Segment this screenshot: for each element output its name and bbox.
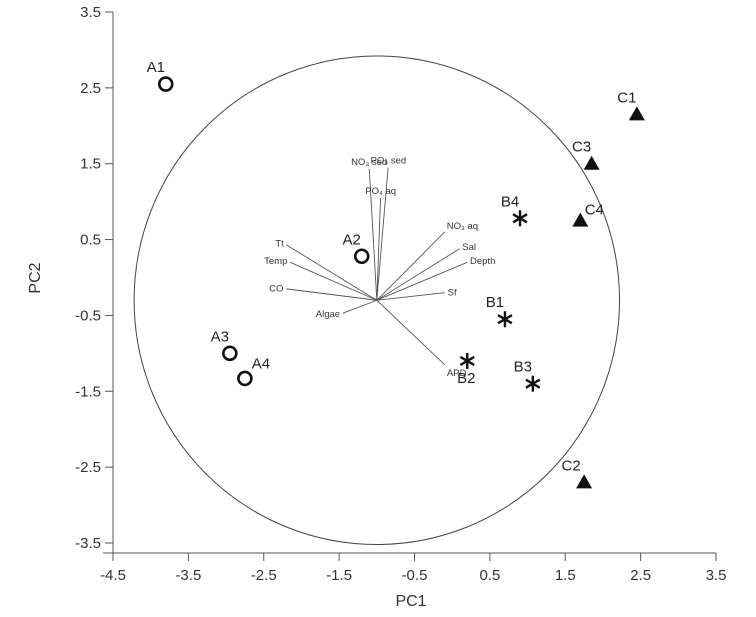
point-circle <box>157 76 174 92</box>
point-label: A1 <box>147 59 165 76</box>
vector-label: Tt <box>275 238 284 249</box>
asterisk-stroke <box>525 378 541 389</box>
vector-label: NO₃ aq <box>447 221 478 232</box>
loading-vector <box>376 292 445 301</box>
point-triangle <box>628 106 645 121</box>
y-tick-label: -1.5 <box>75 383 101 400</box>
point-triangle <box>583 155 600 170</box>
y-tick-label: 3.5 <box>80 4 101 21</box>
loading-vector <box>368 168 378 301</box>
point-label: B4 <box>501 193 519 210</box>
point-label: A4 <box>252 355 270 372</box>
point-circle <box>353 248 370 265</box>
point-label: A2 <box>343 231 361 248</box>
x-tick-label: 0.5 <box>479 567 500 584</box>
axes: 3.5 2.5 1.5 0.5 -0.5 -1.5 -2.5 -3.5 -4.5 -3.5 -2.5… <box>75 4 726 584</box>
x-tick-label: 1.5 <box>555 567 576 584</box>
point-asterisk <box>459 352 475 369</box>
vector-label: NO₃ sed <box>351 157 387 168</box>
point-label: B1 <box>486 294 504 311</box>
vector-label: APD <box>447 368 467 379</box>
loading-vector <box>376 261 468 301</box>
asterisk-stroke <box>512 213 528 224</box>
y-tick-label: -0.5 <box>75 307 101 324</box>
point-label: B3 <box>514 359 532 376</box>
point-triangle <box>576 474 593 489</box>
loading-vector <box>286 288 377 301</box>
vector-label: PO₄ aq <box>365 186 396 197</box>
point-label: C3 <box>572 139 591 156</box>
loading-vector <box>376 248 460 301</box>
point-triangle <box>572 212 589 227</box>
loading-vector <box>286 244 378 301</box>
point-label: A3 <box>211 328 229 345</box>
loading-vector <box>376 231 445 301</box>
x-tick-label: 3.5 <box>706 567 727 584</box>
y-tick-label: -2.5 <box>75 459 101 476</box>
vector-label: Algae <box>316 309 340 320</box>
vector-label: Sal <box>462 242 476 253</box>
x-tick-label: -3.5 <box>175 567 201 584</box>
point-label: C4 <box>585 202 604 219</box>
correlation-circle <box>133 55 621 546</box>
x-tick-label: -1.5 <box>326 567 352 584</box>
asterisk-stroke <box>497 314 513 325</box>
score-points: A1 A2 A3 A4 B1 B2 B3 B4 C1 C2 C3 C4 <box>147 59 645 489</box>
loading-vector <box>376 299 445 366</box>
x-tick-label: -2.5 <box>251 567 277 584</box>
vector-label: PO₄ sed <box>371 156 407 167</box>
point-label: B2 <box>457 370 475 387</box>
loading-vector <box>376 167 389 301</box>
x-axis-title: PC1 <box>395 593 426 610</box>
vector-label: Depth <box>470 256 495 267</box>
vector-label: Sf <box>448 287 457 298</box>
x-tick-label: -0.5 <box>402 567 428 584</box>
point-label: C2 <box>562 457 581 474</box>
vector-label: Temp <box>264 256 287 267</box>
y-tick-label: 1.5 <box>80 156 101 173</box>
point-label: C1 <box>617 89 636 106</box>
y-tick-label: 0.5 <box>80 232 101 249</box>
point-circle <box>222 345 238 362</box>
loading-vector <box>376 197 382 301</box>
y-axis-title: PC2 <box>27 262 44 293</box>
vector-label: CO <box>269 284 283 295</box>
point-asterisk <box>512 210 528 227</box>
y-tick-label: -3.5 <box>75 535 101 552</box>
point-asterisk <box>497 311 513 328</box>
correlation-circle-layer <box>133 55 621 546</box>
loading-vector <box>289 261 377 301</box>
point-asterisk <box>525 375 541 392</box>
loading-vector <box>342 299 377 314</box>
y-tick-label: 2.5 <box>80 80 101 97</box>
asterisk-stroke <box>459 355 475 366</box>
x-tick-label: 2.5 <box>630 567 651 584</box>
x-tick-label: -4.5 <box>100 567 126 584</box>
point-circle <box>237 370 253 387</box>
